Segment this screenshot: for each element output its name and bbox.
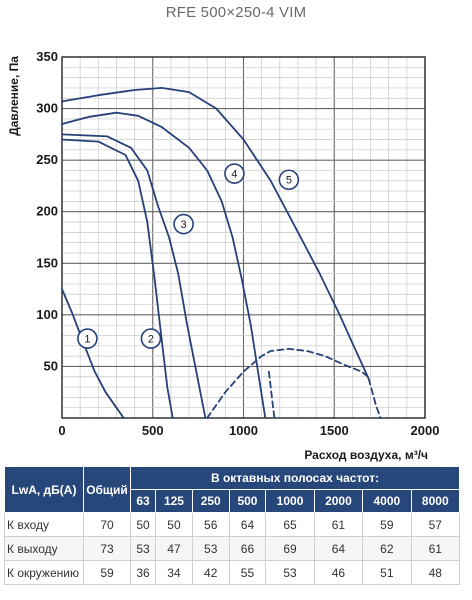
y-axis-label: Давление, Па [7,56,21,136]
curve-badge-label: 3 [181,219,187,231]
table-header-row: LwA, дБ(А) Общий В октавных полосах част… [4,466,460,513]
curve-badge-circle [173,213,194,235]
band-value: 36 [129,560,157,585]
frequency-header: 125 [155,489,193,513]
x-tick-label: 2000 [411,423,440,438]
curve-badge-3: 3 [173,213,194,235]
band-value: 42 [191,560,230,585]
x-tick-label: 0 [58,423,65,438]
band-value: 48 [410,560,461,585]
frequency-header: 4000 [362,489,412,513]
band-value: 65 [265,512,315,537]
series-line-2 [61,138,174,419]
band-value: 46 [313,560,364,585]
band-value: 53 [191,536,230,561]
series-layer [61,87,382,419]
band-value: 61 [410,536,461,561]
y-tick-label: 200 [36,204,58,219]
x-tick-label: 1000 [229,423,258,438]
band-value: 64 [228,512,267,537]
frequency-header: 250 [191,489,230,513]
x-tick-label: 1500 [320,423,349,438]
band-value: 51 [362,560,412,585]
curve-badge-4: 4 [224,163,245,184]
band-value: 66 [228,536,267,561]
curve-labels: 1 2 3 4 5 [77,163,300,349]
band-value: 61 [313,512,364,537]
band-value: 53 [129,536,157,561]
table-row: К входу 70 50 50 56 64 65 61 59 57 [4,512,461,537]
y-tick-label: 300 [36,101,58,116]
curve-badge-5: 5 [278,169,300,191]
curve-badge-circle [224,163,245,184]
frequency-header: 500 [228,489,267,513]
band-value: 47 [155,536,193,561]
frequency-header: 1000 [265,489,315,513]
sound-power-table: LwA, дБ(А) Общий В октавных полосах част… [4,466,461,585]
curve-badge-circle [278,169,300,191]
band-value: 50 [129,512,157,537]
frequency-header: 63 [129,489,157,513]
frequency-header: 2000 [313,489,364,513]
table-body: К входу 70 50 50 56 64 65 61 59 57 К выходу 73 53 47 5… [4,512,461,585]
curve-badge-circle [140,328,162,349]
band-value: 53 [265,560,315,585]
series-line-5 [61,87,370,380]
x-axis-label: Расход воздуха, м³/ч [304,448,428,462]
row-label: К выходу [4,536,84,561]
row-label: К окружению [4,560,84,585]
table-row: К окружению 59 36 34 42 55 53 46 51 48 [4,560,461,585]
dashed-line-6 [367,377,382,419]
fan-curve-chart: 0 500 1000 1500 2000 50 100 150 200 250 300 350 1 2 3… [7,49,439,462]
axes: 0 500 1000 1500 2000 50 100 150 200 250 300 350 [36,49,439,438]
series-line-3 [61,133,207,419]
y-tick-label: 350 [36,49,58,64]
band-value: 56 [191,512,230,537]
y-tick-label: 150 [36,255,58,270]
band-value: 64 [313,536,364,561]
curve-badge-2: 2 [140,328,162,349]
y-tick-label: 50 [44,358,58,373]
band-value: 34 [155,560,193,585]
curve-badge-1: 1 [77,328,98,349]
table-row: К выходу 73 53 47 53 66 69 64 62 61 [4,536,461,561]
band-value: 55 [228,560,267,585]
row-total: 73 [83,536,131,561]
curve-badge-circle [77,328,98,349]
band-value: 50 [155,512,193,537]
band-value: 59 [362,512,412,537]
corner-header: LwA, дБ(А) [4,466,84,513]
band-value: 62 [362,536,412,561]
band-value: 57 [410,512,461,537]
dashed-line-5 [206,348,372,419]
band-header: В октавных полосах частот: [130,466,460,490]
row-total: 59 [83,560,131,585]
band-value: 69 [265,536,315,561]
x-tick-label: 500 [142,423,164,438]
row-label: К входу [4,512,84,537]
total-header: Общий [83,466,131,513]
y-tick-label: 250 [36,152,58,167]
curve-badge-label: 4 [231,169,237,181]
row-total: 70 [83,512,131,537]
chart-title: RFE 500×250-4 VIM [165,4,307,21]
curve-badge-label: 1 [84,334,90,346]
plot-frame [61,56,426,419]
curve-badge-label: 2 [148,334,154,346]
series-line-1 [61,288,125,419]
dashed-line-7 [268,370,276,419]
grid [62,57,425,418]
y-tick-label: 100 [36,307,58,322]
frequency-header: 8000 [410,489,461,513]
series-line-4 [61,111,267,419]
curve-badge-label: 5 [286,175,292,187]
